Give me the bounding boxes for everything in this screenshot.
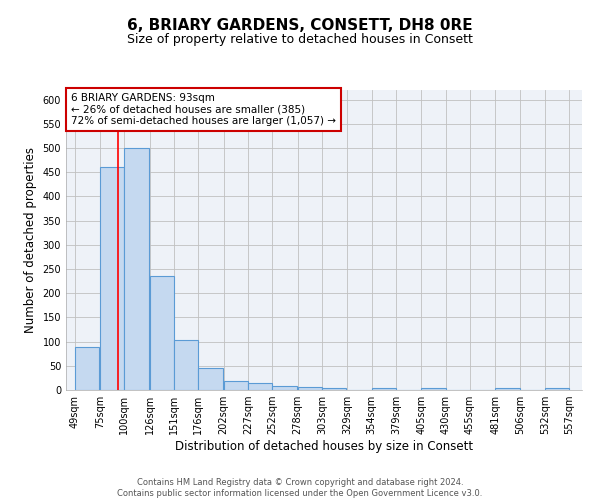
Bar	[199, 368, 223, 390]
Bar	[372, 388, 396, 390]
Bar	[150, 276, 174, 390]
X-axis label: Distribution of detached houses by size in Consett: Distribution of detached houses by size …	[175, 440, 473, 453]
Bar	[124, 148, 149, 390]
Text: 6 BRIARY GARDENS: 93sqm
← 26% of detached houses are smaller (385)
72% of semi-d: 6 BRIARY GARDENS: 93sqm ← 26% of detache…	[71, 93, 336, 126]
Bar	[298, 387, 322, 390]
Bar	[421, 388, 446, 390]
Bar	[322, 388, 346, 390]
Bar	[75, 348, 99, 390]
Bar	[272, 386, 297, 390]
Bar	[545, 388, 569, 390]
Bar	[224, 381, 248, 390]
Text: Contains HM Land Registry data © Crown copyright and database right 2024.
Contai: Contains HM Land Registry data © Crown c…	[118, 478, 482, 498]
Bar	[248, 383, 272, 390]
Bar	[100, 168, 124, 390]
Y-axis label: Number of detached properties: Number of detached properties	[24, 147, 37, 333]
Bar	[496, 388, 520, 390]
Bar	[174, 340, 199, 390]
Text: 6, BRIARY GARDENS, CONSETT, DH8 0RE: 6, BRIARY GARDENS, CONSETT, DH8 0RE	[127, 18, 473, 32]
Text: Size of property relative to detached houses in Consett: Size of property relative to detached ho…	[127, 32, 473, 46]
